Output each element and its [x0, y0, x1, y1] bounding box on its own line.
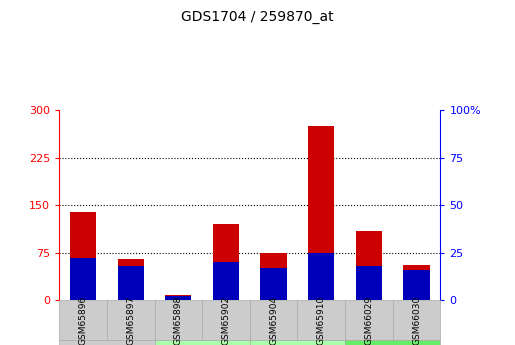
Bar — [165, 296, 192, 300]
Bar — [356, 230, 382, 300]
Text: GSM65898: GSM65898 — [174, 295, 183, 345]
Bar — [308, 253, 334, 300]
Bar — [308, 126, 334, 300]
Bar — [213, 262, 239, 300]
Text: GSM65902: GSM65902 — [221, 295, 230, 345]
Bar — [261, 268, 287, 300]
Bar — [261, 253, 287, 300]
Bar — [70, 258, 96, 300]
Bar — [117, 259, 144, 300]
Text: GSM65904: GSM65904 — [269, 295, 278, 345]
Bar — [70, 211, 96, 300]
Text: GSM66029: GSM66029 — [365, 295, 373, 345]
Bar — [356, 266, 382, 300]
Bar — [403, 270, 430, 300]
Bar — [403, 265, 430, 300]
Text: GSM65896: GSM65896 — [79, 295, 88, 345]
Text: GSM66030: GSM66030 — [412, 295, 421, 345]
Text: GDS1704 / 259870_at: GDS1704 / 259870_at — [181, 10, 334, 24]
Bar — [117, 266, 144, 300]
Text: GSM65897: GSM65897 — [126, 295, 135, 345]
Bar — [213, 224, 239, 300]
Bar — [165, 295, 192, 300]
Text: GSM65910: GSM65910 — [317, 295, 325, 345]
